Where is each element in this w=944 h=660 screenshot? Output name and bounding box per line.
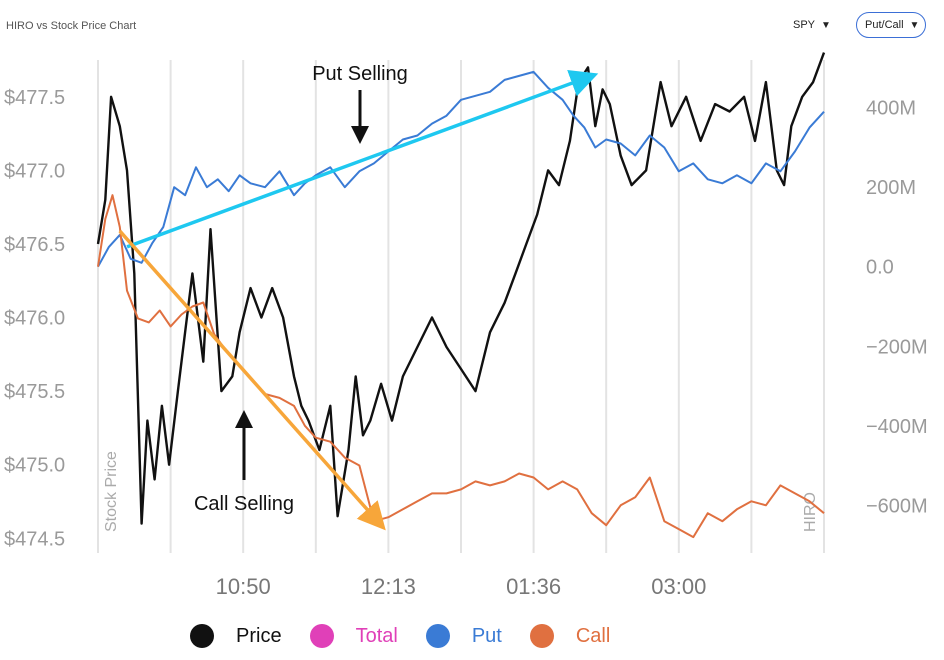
x-tick-label: 03:00	[651, 574, 706, 599]
chevron-down-icon: ▼	[909, 19, 920, 31]
right-tick-label: −600M	[866, 495, 928, 517]
left-axis-title: Stock Price	[103, 451, 120, 532]
x-tick-label: 10:50	[216, 574, 271, 599]
legend-label-total: Total	[355, 624, 398, 647]
put-trend-arrow	[126, 70, 599, 249]
left-tick-label: $475.0	[4, 455, 65, 477]
right-tick-label: 0.0	[866, 257, 894, 279]
right-tick-label: −200M	[866, 336, 928, 358]
mode-select[interactable]: Put/Call ▼	[856, 12, 926, 38]
mode-select-value: Put/Call	[865, 19, 904, 31]
right-axis-title: HIRO	[802, 492, 819, 532]
left-tick-label: $476.5	[4, 234, 65, 256]
total-legend-dot	[309, 624, 334, 648]
ticker-select[interactable]: SPY ▼	[784, 12, 848, 38]
series-line-call	[97, 194, 825, 539]
legend-label-price: Price	[236, 624, 282, 647]
series-line-put	[97, 70, 825, 268]
right-tick-label: 400M	[866, 98, 916, 120]
x-tick-label: 12:13	[361, 574, 416, 599]
x-tick-label: 01:36	[506, 574, 561, 599]
put-legend-dot	[425, 624, 450, 648]
legend-label-put: Put	[471, 624, 502, 647]
price-legend-dot	[190, 624, 214, 648]
right-tick-label: 200M	[866, 177, 916, 199]
chart-title: HIRO vs Stock Price Chart	[6, 20, 137, 32]
legend-item-price[interactable]: Price	[190, 624, 282, 648]
series-line-price	[96, 52, 826, 525]
left-tick-label: $476.0	[4, 308, 65, 330]
call-legend-dot	[529, 624, 554, 648]
legend-item-total[interactable]: Total	[309, 624, 398, 648]
left-tick-label: $475.5	[4, 381, 65, 403]
left-tick-label: $477.5	[4, 87, 65, 109]
right-tick-label: −400M	[866, 416, 928, 438]
legend-label-call: Call	[575, 624, 611, 647]
left-tick-label: $477.0	[4, 160, 65, 182]
legend-item-call[interactable]: Call	[529, 624, 611, 648]
chevron-down-icon: ▼	[821, 19, 831, 31]
call-trend-arrow	[118, 229, 386, 531]
put-selling-arrow-head	[351, 126, 369, 144]
left-tick-label: $474.5	[4, 528, 65, 550]
chart-legend: Price Total Put Call	[190, 624, 638, 648]
call-selling-annotation: Call Selling	[194, 493, 294, 515]
call-selling-arrow-head	[235, 410, 253, 428]
legend-item-put[interactable]: Put	[425, 624, 502, 648]
ticker-select-value: SPY	[793, 19, 816, 31]
put-selling-annotation: Put Selling	[312, 63, 408, 85]
